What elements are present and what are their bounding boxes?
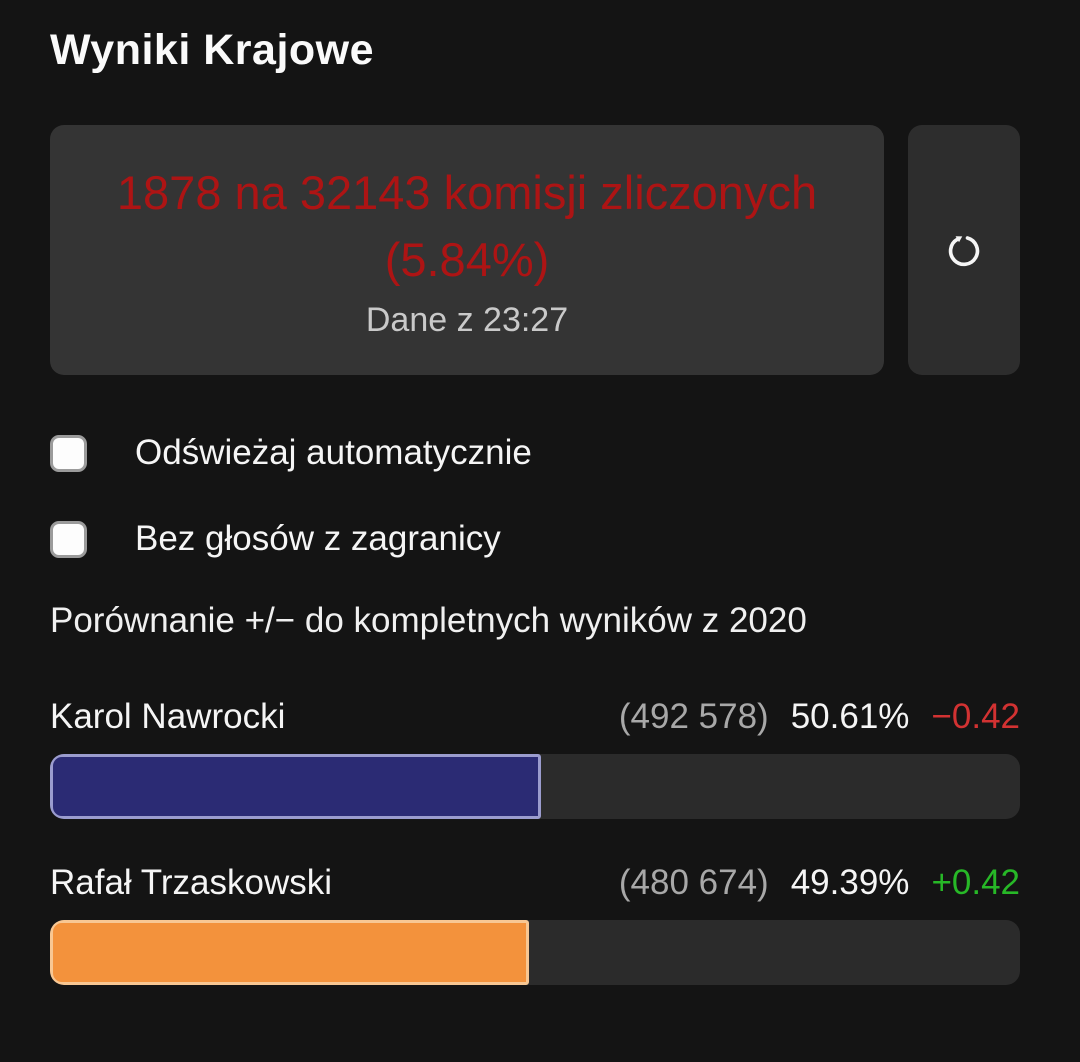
comparison-note: Porównanie +/− do kompletnych wyników z … bbox=[50, 601, 807, 640]
refresh-icon bbox=[941, 226, 987, 275]
commission-count-panel: 1878 na 32143 komisji zliczonych (5.84%)… bbox=[50, 125, 884, 375]
candidate-votes: (480 674) bbox=[618, 863, 769, 902]
candidate-votes: (492 578) bbox=[618, 697, 769, 736]
refresh-button[interactable] bbox=[908, 125, 1020, 375]
results-page: Wyniki Krajowe 1878 na 32143 komisji zli… bbox=[50, 26, 1020, 985]
page-title: Wyniki Krajowe bbox=[50, 26, 375, 74]
result-bar-track bbox=[50, 920, 1020, 985]
exclude-abroad-label: Bez głosów z zagranicy bbox=[135, 519, 501, 558]
candidate-header: Rafał Trzaskowski (480 674) 49.39% +0.42 bbox=[50, 863, 1020, 903]
candidate-percent: 49.39% bbox=[790, 863, 910, 902]
candidate-row-trzaskowski: Rafał Trzaskowski (480 674) 49.39% +0.42 bbox=[50, 863, 1020, 985]
data-timestamp: Dane z 23:27 bbox=[365, 301, 569, 340]
status-row: 1878 na 32143 komisji zliczonych (5.84%)… bbox=[50, 125, 1020, 375]
option-exclude-abroad[interactable]: Bez głosów z zagranicy bbox=[50, 519, 1020, 559]
candidate-percent: 50.61% bbox=[790, 697, 910, 736]
candidate-header: Karol Nawrocki (492 578) 50.61% −0.42 bbox=[50, 697, 1020, 737]
result-bar-fill bbox=[50, 920, 530, 985]
candidate-name: Karol Nawrocki bbox=[50, 697, 286, 736]
candidate-row-nawrocki: Karol Nawrocki (492 578) 50.61% −0.42 bbox=[50, 697, 1020, 819]
result-bar-track bbox=[50, 754, 1020, 819]
exclude-abroad-checkbox[interactable] bbox=[50, 520, 87, 558]
candidate-name: Rafał Trzaskowski bbox=[50, 863, 333, 902]
auto-refresh-label: Odświeżaj automatycznie bbox=[135, 433, 532, 472]
result-bar-fill bbox=[50, 754, 541, 819]
auto-refresh-checkbox[interactable] bbox=[50, 434, 87, 472]
options-list: Odświeżaj automatycznie Bez głosów z zag… bbox=[50, 433, 1020, 559]
commissions-counted-text: 1878 na 32143 komisji zliczonych (5.84%) bbox=[116, 165, 818, 286]
candidate-figures: (492 578) 50.61% −0.42 bbox=[619, 697, 1020, 737]
candidate-figures: (480 674) 49.39% +0.42 bbox=[619, 863, 1020, 903]
candidate-delta: −0.42 bbox=[931, 697, 1020, 736]
option-auto-refresh[interactable]: Odświeżaj automatycznie bbox=[50, 433, 1020, 473]
candidate-delta: +0.42 bbox=[931, 863, 1020, 902]
